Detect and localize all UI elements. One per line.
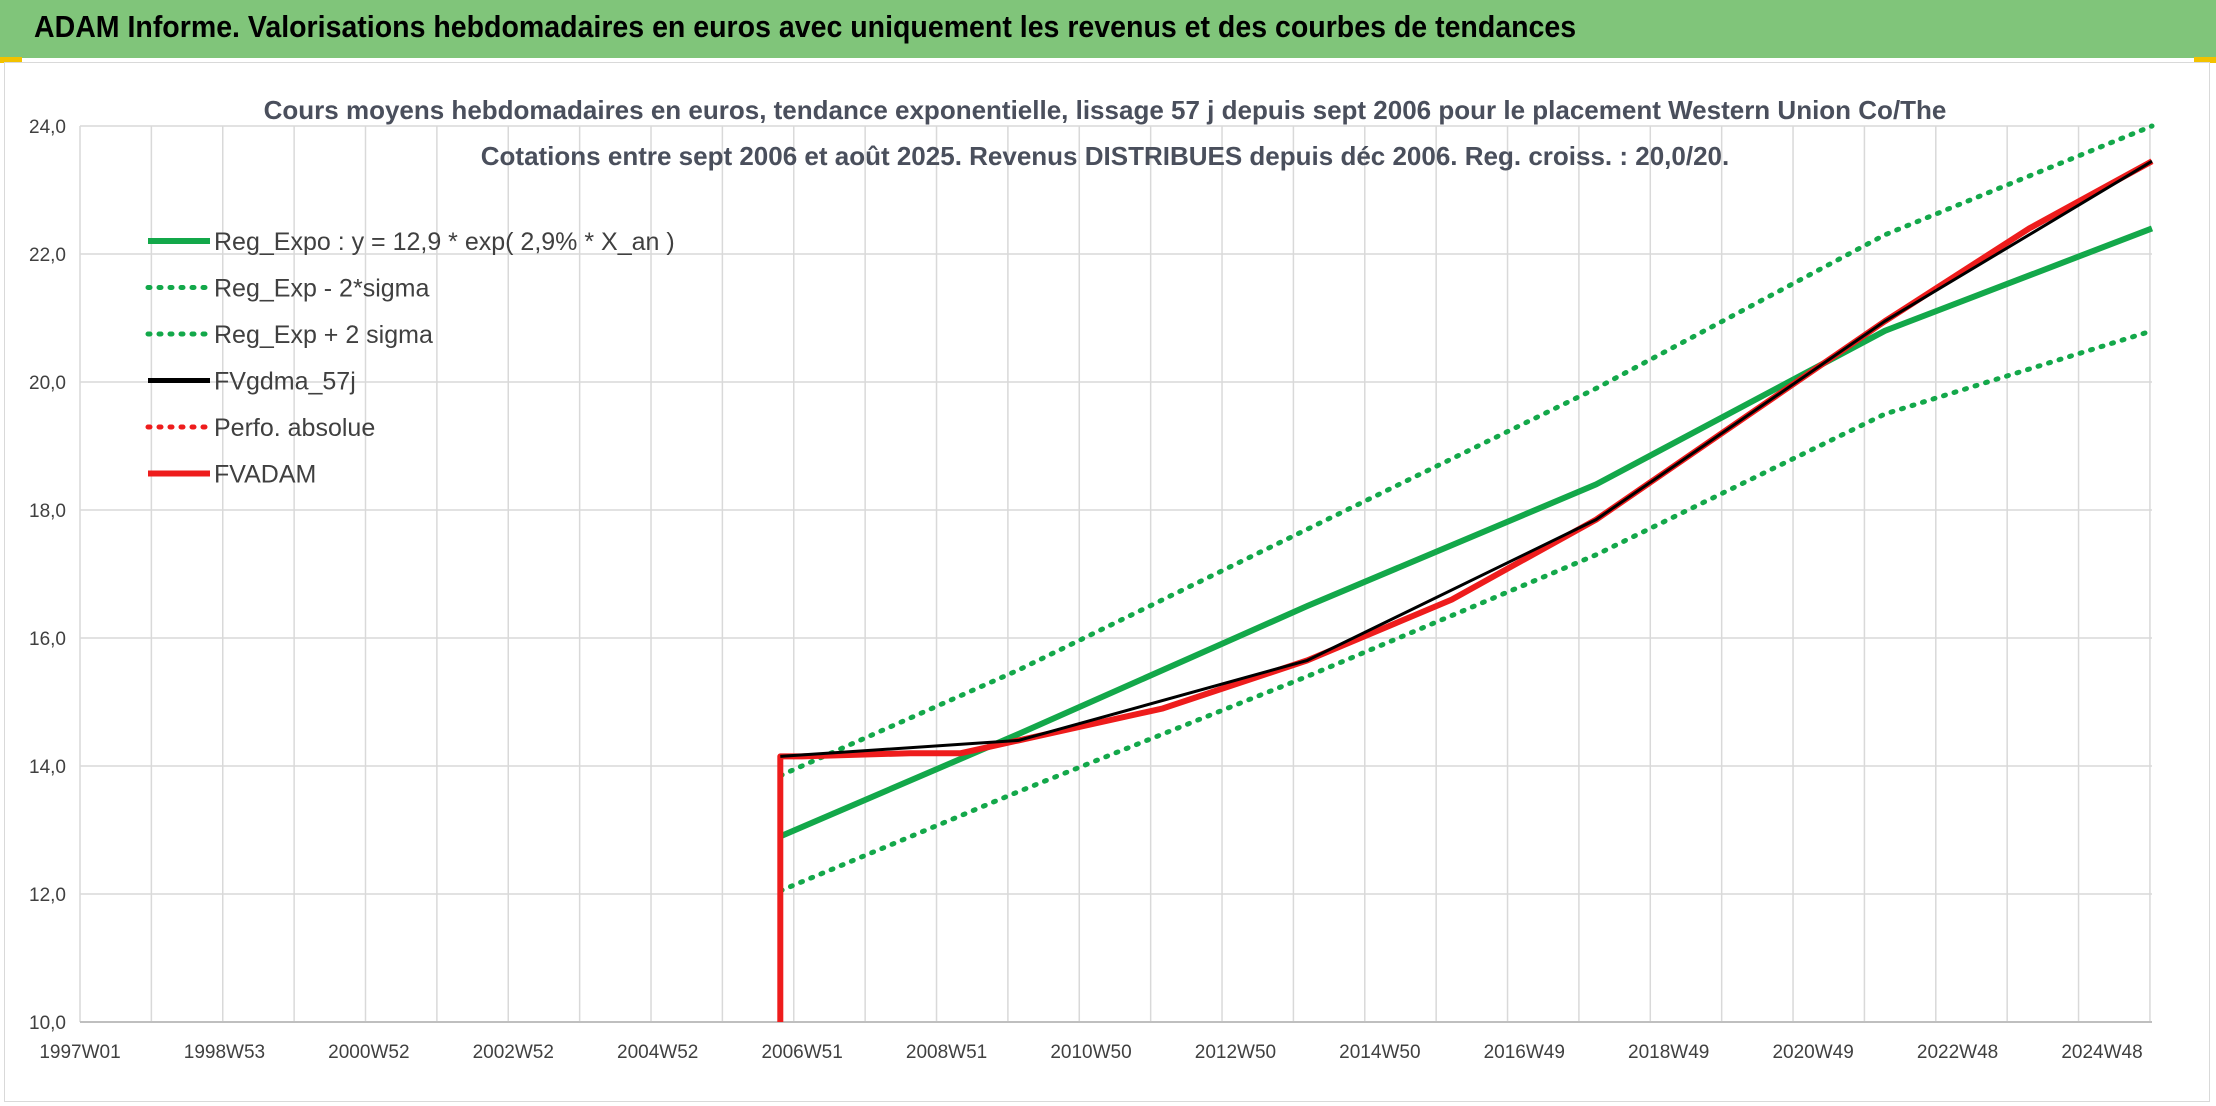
y-tick-label: 14,0 xyxy=(29,757,66,778)
x-tick-label: 2018W49 xyxy=(1628,1042,1709,1063)
grid-layer xyxy=(79,125,2152,1023)
x-tick-label: 2004W52 xyxy=(617,1042,698,1063)
x-tick-label: 2022W48 xyxy=(1917,1042,1998,1063)
series-line-1 xyxy=(777,328,2155,894)
x-tick-label: 2010W50 xyxy=(1050,1042,1131,1063)
legend-label: FVADAM xyxy=(214,461,316,489)
x-tick-label: 2020W49 xyxy=(1772,1042,1853,1063)
series-line-2 xyxy=(777,123,2155,779)
y-tick-label: 18,0 xyxy=(29,501,66,522)
x-tick-label: 1998W53 xyxy=(184,1042,265,1063)
y-tick-label: 12,0 xyxy=(29,885,66,906)
legend-label: Reg_Exp + 2 sigma xyxy=(214,321,433,349)
y-tick-label: 16,0 xyxy=(29,629,66,650)
x-tick-label: 2006W51 xyxy=(761,1042,842,1063)
y-tick-label: 10,0 xyxy=(29,1013,66,1034)
report-title: ADAM Informe. Valorisations hebdomadaire… xyxy=(34,9,1577,44)
x-tick-label: 2008W51 xyxy=(906,1042,987,1063)
y-tick-label: 22,0 xyxy=(29,245,66,266)
legend: Reg_Expo : y = 12,9 * exp( 2,9% * X_an )… xyxy=(145,228,675,489)
y-axis-ticks: 10,0 12,0 14,0 16,0 18,0 20,0 22,0 24,0 xyxy=(29,117,66,1034)
corner-accent-left xyxy=(0,57,22,63)
y-tick-label: 24,0 xyxy=(29,117,66,138)
x-tick-label: 2002W52 xyxy=(473,1042,554,1063)
y-tick-label: 20,0 xyxy=(29,373,66,394)
x-tick-label: 2014W50 xyxy=(1339,1042,1420,1063)
legend-label: Perfo. absolue xyxy=(214,414,375,442)
x-tick-label: 2000W52 xyxy=(328,1042,409,1063)
chart-title: Cours moyens hebdomadaires en euros, ten… xyxy=(264,95,1947,171)
x-tick-label: 2016W49 xyxy=(1484,1042,1565,1063)
legend-label: Reg_Expo : y = 12,9 * exp( 2,9% * X_an ) xyxy=(214,228,675,256)
corner-accent-right xyxy=(2194,57,2216,63)
x-axis-ticks: 1997W01 1998W53 2000W52 2002W52 2004W52 2006W… xyxy=(39,1042,2142,1063)
report-banner: ADAM Informe. Valorisations hebdomadaire… xyxy=(0,0,2216,58)
chart-title-line-2: Cotations entre sept 2006 et août 2025. … xyxy=(481,141,1729,171)
legend-label: FVgdma_57j xyxy=(214,368,356,396)
plot-frame xyxy=(4,62,2210,1102)
legend-label: Reg_Exp - 2*sigma xyxy=(214,275,429,303)
x-tick-label: 1997W01 xyxy=(39,1042,120,1063)
x-tick-label: 2012W50 xyxy=(1195,1042,1276,1063)
x-tick-label: 2024W48 xyxy=(2061,1042,2142,1063)
series-line-5 xyxy=(777,158,2154,1022)
series-line-3 xyxy=(780,159,2153,758)
series-layer xyxy=(777,123,2155,1022)
chart-title-line-1: Cours moyens hebdomadaires en euros, ten… xyxy=(264,95,1947,125)
